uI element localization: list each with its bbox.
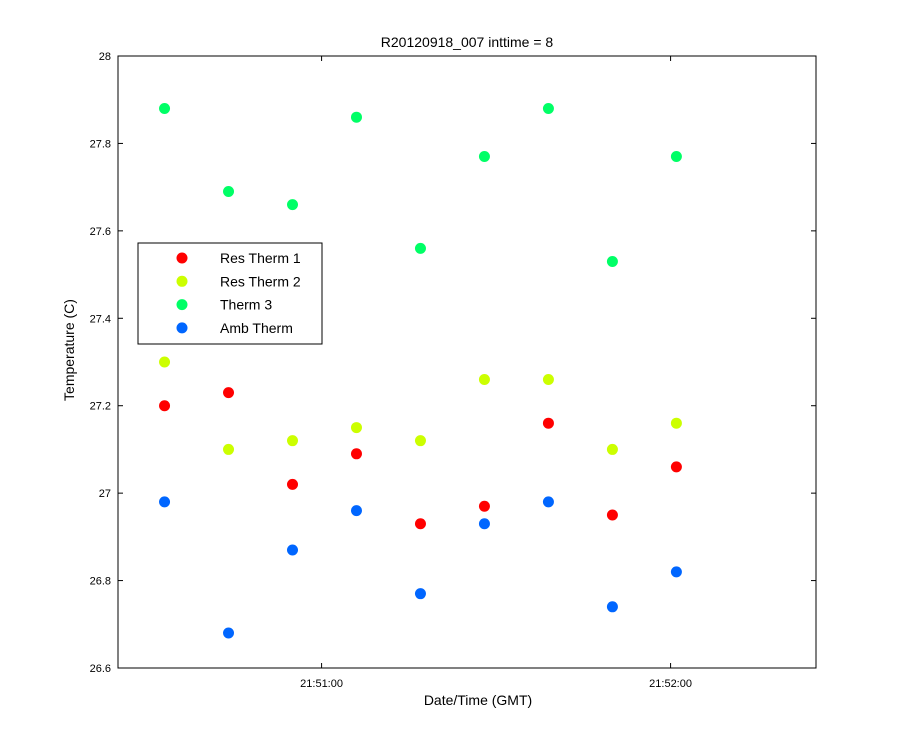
point-res-therm-1 [350,448,362,460]
point-therm-3 [478,151,490,163]
point-amb-therm [159,496,171,508]
point-therm-3 [670,151,682,163]
legend-label: Amb Therm [220,320,293,336]
x-tick-label: 21:52:00 [649,678,692,690]
point-res-therm-1 [159,400,171,412]
chart-title: R20120918_007 inttime = 8 [381,34,554,50]
y-axis: 26.6 26.8 27 27.2 27.4 27.6 27.8 28 [90,51,816,675]
legend-marker-therm-3 [176,299,188,311]
plot-area [117,55,817,669]
legend-marker-res-therm-1 [176,252,188,264]
legend-label: Res Therm 2 [220,273,301,289]
legend-label: Therm 3 [220,297,272,313]
y-tick-label: 28 [99,51,111,63]
x-axis-label: Date/Time (GMT) [424,692,532,708]
point-amb-therm [414,588,426,600]
legend-marker-res-therm-2 [176,275,188,287]
y-axis-label: Temperature (C) [61,299,77,401]
y-tick-label: 26.8 [90,576,111,588]
y-tick-label: 27.8 [90,138,111,150]
point-res-therm-1 [478,500,490,512]
point-amb-therm [670,566,682,578]
point-therm-3 [606,255,618,267]
legend-box [137,242,323,345]
data-points [159,102,682,639]
point-res-therm-2 [223,443,235,455]
point-res-therm-1 [606,509,618,521]
point-res-therm-1 [223,387,235,399]
point-therm-3 [350,111,362,123]
y-tick-label: 27.6 [90,226,111,238]
point-therm-3 [159,102,171,114]
point-res-therm-2 [670,417,682,429]
legend-marker-amb-therm [176,322,188,334]
point-therm-3 [287,199,298,211]
point-res-therm-1 [287,478,298,490]
point-res-therm-1 [670,461,682,473]
point-res-therm-1 [414,518,426,530]
x-tick-label: 21:51:00 [300,678,343,690]
point-res-therm-2 [350,422,362,434]
point-amb-therm [606,601,618,613]
point-res-therm-2 [606,443,618,455]
legend: Res Therm 1 Res Therm 2 Therm 3 Amb Therm [137,242,323,345]
point-res-therm-2 [542,373,554,385]
y-tick-label: 27.4 [90,313,111,325]
point-therm-3 [414,242,426,254]
point-res-therm-2 [159,356,171,368]
y-tick-label: 27 [99,488,111,500]
x-axis: 21:51:00 21:52:00 [300,56,692,690]
y-tick-label: 27.2 [90,401,111,413]
point-res-therm-2 [478,373,490,385]
point-res-therm-2 [414,435,426,447]
point-amb-therm [287,544,298,556]
point-res-therm-2 [287,435,298,447]
point-therm-3 [223,186,235,198]
point-amb-therm [542,496,554,508]
point-res-therm-1 [542,417,554,429]
point-amb-therm [350,505,362,517]
point-amb-therm [223,627,235,639]
y-tick-label: 26.6 [90,663,111,675]
point-amb-therm [478,518,490,530]
legend-label: Res Therm 1 [220,250,301,266]
point-therm-3 [542,102,554,114]
